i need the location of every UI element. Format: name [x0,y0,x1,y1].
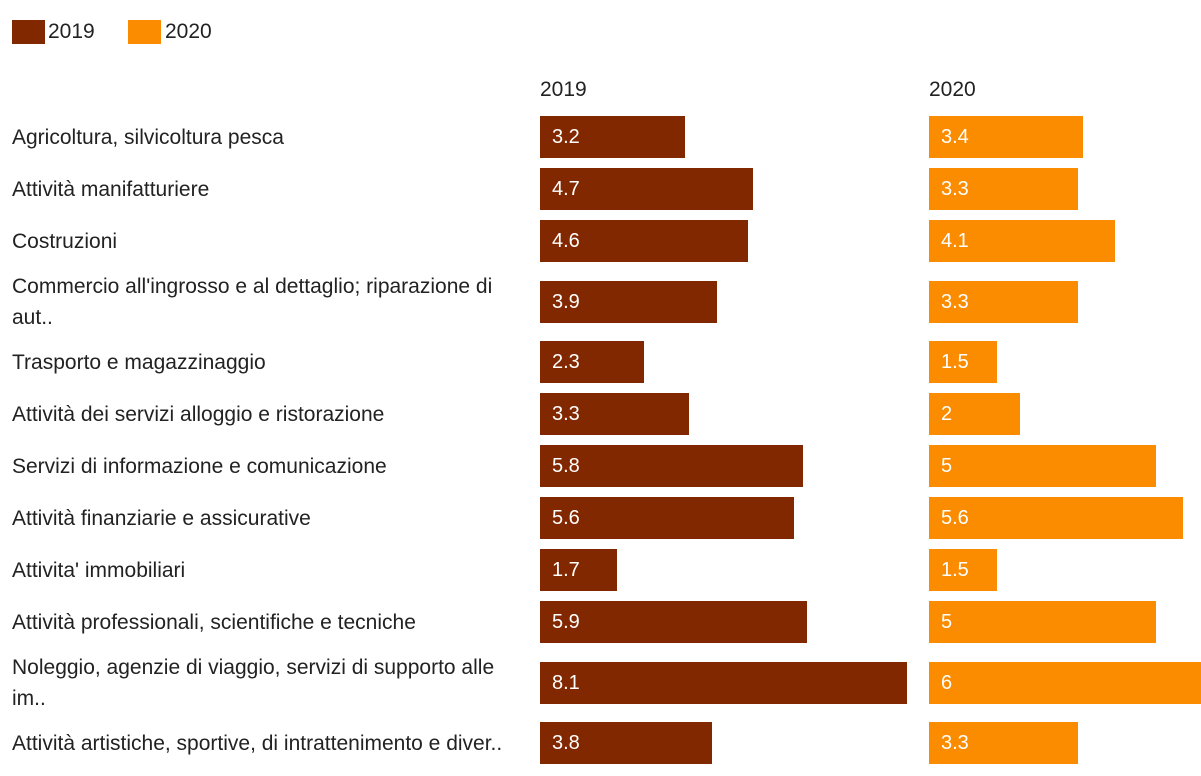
column-header: 2019 [540,78,587,101]
bar [929,445,1156,487]
value-label: 4.7 [552,178,580,200]
value-label: 2.3 [552,351,580,373]
bar [540,281,717,323]
category-label: Trasporto e magazzinaggio [12,350,266,374]
bar [929,662,1201,704]
category-label: Agricoltura, silvicoltura pesca [12,125,284,149]
value-label: 3.3 [941,178,969,200]
value-label: 3.3 [941,291,969,313]
bar [540,722,713,764]
category-label: Attività professionali, scientifiche e t… [12,610,416,634]
bar [540,116,685,158]
category-label: Attivita' immobiliari [12,558,186,582]
value-label: 3.2 [552,126,580,148]
category-label: Attività dei servizi alloggio e ristoraz… [12,402,385,426]
value-label: 3.9 [552,291,580,313]
value-label: 5.9 [552,611,580,633]
value-label: 5 [941,611,953,633]
bar [929,168,1079,210]
value-label: 8.1 [552,672,580,694]
category-label: Attività manifatturiere [12,177,210,201]
bar [929,341,997,383]
bar [929,722,1079,764]
value-label: 1.5 [941,351,969,373]
value-label: 3.4 [941,126,969,148]
bar [540,662,907,704]
value-label: 6 [941,672,953,694]
bar [540,497,794,539]
value-label: 3.3 [552,403,580,425]
value-label: 5.8 [552,455,580,477]
column-header: 2020 [929,78,976,101]
category-label: Commercio all'ingrosso e al dettaglio; r… [12,275,493,329]
bar [929,497,1183,539]
category-label: Attività finanziarie e assicurative [12,506,311,530]
bar [540,549,617,591]
value-label: 3.3 [941,732,969,754]
legend-label: 2019 [48,20,95,43]
value-label: 3.8 [552,732,580,754]
category-label: Servizi di informazione e comunicazione [12,454,387,478]
bar [540,445,803,487]
bar [929,601,1156,643]
value-label: 5 [941,455,953,477]
bar [929,393,1020,435]
value-label: 5.6 [941,507,969,529]
bar [540,601,808,643]
bar [929,549,997,591]
value-label: 4.6 [552,230,580,252]
value-label: 1.5 [941,559,969,581]
value-label: 5.6 [552,507,580,529]
bar [540,341,645,383]
value-label: 2 [941,403,953,425]
bar [929,220,1115,262]
legend-label: 2020 [165,20,212,43]
bar [540,168,753,210]
bar [540,393,690,435]
category-label: Attività artistiche, sportive, di intrat… [12,731,503,755]
category-label: Noleggio, agenzie di viaggio, servizi di… [12,656,495,710]
legend-swatch [12,20,45,44]
value-label: 1.7 [552,559,580,581]
bar [540,220,749,262]
legend-swatch [128,20,161,44]
category-label: Costruzioni [12,229,118,253]
value-label: 4.1 [941,230,969,252]
bar [929,116,1084,158]
bar [929,281,1079,323]
